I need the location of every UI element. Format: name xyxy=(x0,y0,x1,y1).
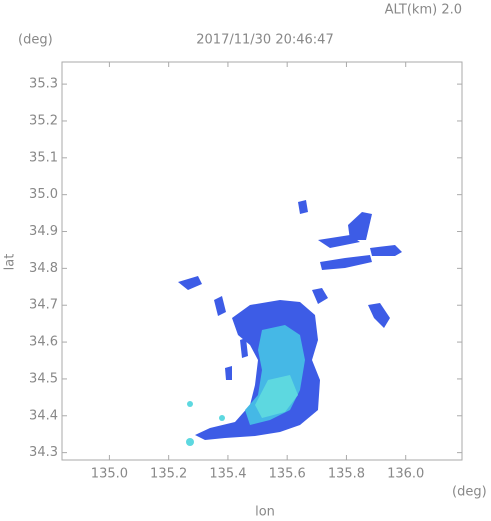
echo xyxy=(187,401,193,407)
y-tick-label: 35.2 xyxy=(29,113,58,128)
x-tick-label: 135.0 xyxy=(91,467,128,482)
echo xyxy=(219,415,225,421)
y-tick-label: 34.6 xyxy=(29,335,58,350)
x-tick-label: 135.6 xyxy=(269,467,306,482)
y-tick-label: 34.4 xyxy=(29,408,58,423)
y-tick-label: 34.9 xyxy=(29,224,58,239)
y-axis-label: lat xyxy=(3,254,18,271)
y-unit: (deg) xyxy=(18,33,53,48)
altitude-label: ALT(km) 2.0 xyxy=(385,3,462,18)
y-tick-label: 34.3 xyxy=(29,445,58,460)
echo xyxy=(240,338,248,358)
echo xyxy=(368,303,390,328)
y-tick-label: 34.7 xyxy=(29,298,58,313)
y-tick-label: 35.1 xyxy=(29,150,58,165)
y-tick-label: 35.3 xyxy=(29,77,58,92)
x-tick-label: 136.0 xyxy=(387,467,424,482)
plot-frame xyxy=(61,61,463,461)
y-tick-label: 34.8 xyxy=(29,261,58,276)
x-tick-label: 135.2 xyxy=(150,467,187,482)
echo xyxy=(370,245,402,256)
radar-echoes xyxy=(178,200,402,446)
echo xyxy=(318,235,360,248)
echo xyxy=(255,375,298,418)
x-tick-label: 135.8 xyxy=(328,467,365,482)
echo xyxy=(348,212,372,240)
x-axis-label: lon xyxy=(255,505,275,520)
echo xyxy=(225,366,232,380)
echo xyxy=(214,296,226,316)
echo xyxy=(186,438,194,446)
x-tick-label: 135.4 xyxy=(209,467,246,482)
title: 2017/11/30 20:46:47 xyxy=(196,33,333,48)
y-tick-label: 34.5 xyxy=(29,371,58,386)
echo xyxy=(178,276,202,290)
echo xyxy=(320,255,372,270)
echo xyxy=(298,200,308,214)
y-tick-label: 35.0 xyxy=(29,187,58,202)
echo xyxy=(312,288,328,304)
x-unit: (deg) xyxy=(452,485,487,500)
